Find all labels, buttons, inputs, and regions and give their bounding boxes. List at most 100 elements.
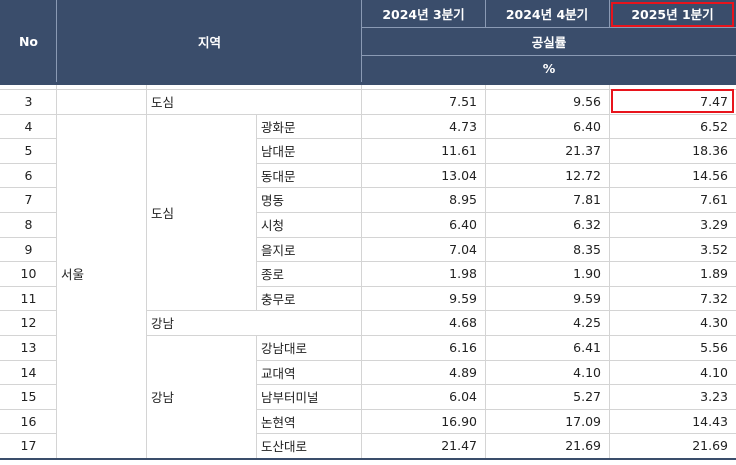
row-no: 15 [20, 389, 37, 404]
value-2024q3: 6.16 [449, 340, 477, 355]
value-2025q1: 18.36 [692, 143, 728, 158]
value-2024q4: 6.32 [573, 217, 601, 232]
value-2025q1: 3.23 [700, 389, 728, 404]
value-2024q3: 7.51 [449, 94, 477, 109]
value-2024q4: 9.56 [573, 94, 601, 109]
value-2025q1: 3.29 [700, 217, 728, 232]
value-2024q3: 4.89 [449, 364, 477, 380]
row-no: 12 [20, 315, 37, 330]
value-2024q3: 8.95 [449, 192, 477, 207]
value-2024q3: 11.61 [441, 143, 477, 158]
row-divider [257, 187, 736, 188]
value-2024q4: 5.27 [573, 389, 601, 404]
value-2025q1: 3.52 [700, 241, 728, 257]
header-divider [609, 0, 610, 27]
col-divider [146, 85, 147, 458]
header-period-3: 2025년 1분기 [609, 0, 736, 27]
value-2024q4: 21.69 [565, 438, 601, 453]
subdistrict: 동대문 [261, 168, 296, 184]
table-bottom-rule [0, 458, 736, 460]
row-divider [257, 237, 736, 238]
value-2025q1: 7.47 [700, 94, 728, 109]
header-region: 지역 [57, 0, 362, 82]
value-2025q1: 7.32 [700, 290, 728, 306]
row-divider [257, 384, 736, 385]
highlight-header-2025q1 [611, 2, 734, 27]
value-2024q3: 4.68 [449, 315, 477, 330]
value-2024q4: 6.40 [573, 118, 601, 134]
subdistrict: 강남대로 [261, 341, 308, 356]
col-divider [256, 114, 257, 310]
row-divider [257, 360, 736, 361]
row-divider [0, 163, 57, 164]
col-divider [56, 85, 57, 458]
row-divider [257, 409, 736, 410]
col-divider [609, 85, 610, 458]
value-2024q3: 9.59 [449, 290, 477, 306]
row-no: 17 [20, 438, 37, 453]
subdistrict: 남부터미널 [261, 390, 319, 405]
row-divider [0, 335, 57, 336]
subdistrict: 남대문 [261, 144, 296, 159]
header-divider [485, 0, 486, 27]
row-divider [0, 384, 57, 385]
value-2024q4: 21.37 [565, 143, 601, 158]
row-no: 5 [24, 143, 33, 158]
row-no: 11 [20, 290, 37, 306]
value-2024q3: 13.04 [441, 167, 477, 183]
value-2024q3: 16.90 [441, 413, 477, 429]
value-2025q1: 14.43 [692, 413, 728, 429]
col-divider [485, 85, 486, 458]
value-2025q1: 7.61 [700, 192, 728, 207]
value-2025q1: 21.69 [692, 438, 728, 453]
header-no: No [0, 0, 57, 82]
subdistrict: 충무로 [261, 291, 296, 307]
col-divider [256, 335, 257, 458]
header-metric: 공실률 [362, 27, 736, 55]
row-no: 10 [20, 266, 37, 281]
subdistrict: 시청 [261, 218, 285, 233]
row-divider [0, 237, 57, 238]
row-no: 6 [24, 167, 33, 183]
row-divider [0, 360, 57, 361]
row-no: 14 [20, 364, 37, 380]
row-no: 3 [24, 94, 33, 109]
value-2024q4: 6.41 [573, 340, 601, 355]
value-2024q4: 1.90 [573, 266, 601, 281]
row-divider [0, 261, 57, 262]
row-divider [257, 433, 736, 434]
district-gangnam: 강남 [151, 390, 175, 405]
row-divider [0, 433, 57, 434]
subdistrict: 도산대로 [261, 439, 308, 454]
row-no: 8 [24, 217, 33, 232]
subdistrict: 광화문 [261, 119, 296, 135]
district-dosim: 도심 [151, 206, 175, 221]
value-2024q3: 21.47 [441, 438, 477, 453]
header-divider [362, 55, 736, 56]
value-2024q3: 6.04 [449, 389, 477, 404]
value-2024q4: 17.09 [565, 413, 601, 429]
header-period-1: 2024년 3분기 [362, 0, 485, 27]
value-2025q1: 14.56 [692, 167, 728, 183]
value-2025q1: 6.52 [700, 118, 728, 134]
subdistrict: 교대역 [261, 365, 296, 381]
header-period-2: 2024년 4분기 [485, 0, 609, 27]
row-divider [0, 310, 57, 311]
header-divider [361, 0, 362, 82]
row-divider [257, 212, 736, 213]
value-2025q1: 5.56 [700, 340, 728, 355]
header-bottom-rule [0, 82, 736, 85]
value-2024q3: 7.04 [449, 241, 477, 257]
value-2024q3: 6.40 [449, 217, 477, 232]
value-2024q3: 1.98 [449, 266, 477, 281]
value-2024q4: 8.35 [573, 241, 601, 257]
row-no: 16 [20, 413, 37, 429]
subdistrict: 명동 [261, 193, 285, 208]
subdistrict: 종로 [261, 267, 285, 282]
row-divider [147, 310, 736, 311]
value-2024q4: 4.25 [573, 315, 601, 330]
district-gangnam-summary: 강남 [151, 316, 175, 331]
col-divider [361, 85, 362, 458]
row-divider [0, 114, 736, 115]
